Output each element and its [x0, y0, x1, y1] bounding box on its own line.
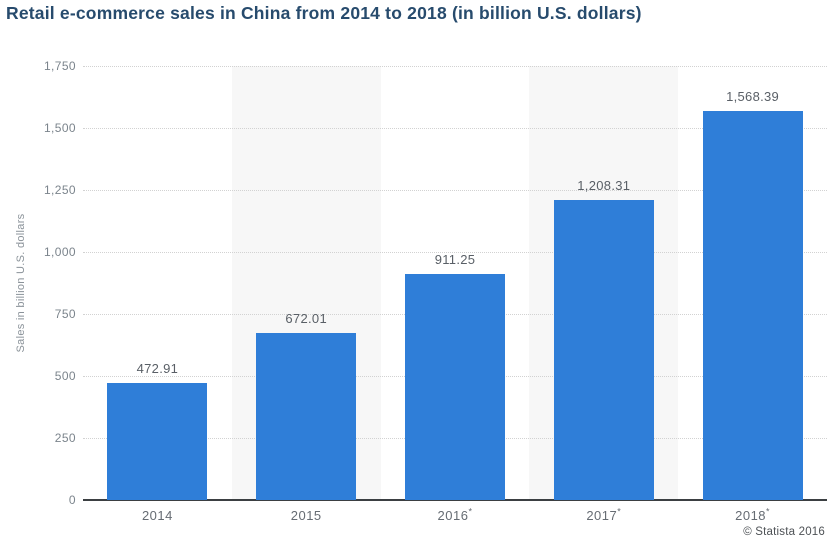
bar	[553, 200, 654, 500]
x-axis-label: 2015	[290, 508, 322, 523]
y-tick-label: 1,250	[43, 183, 76, 197]
x-axis-label: 2014	[141, 508, 173, 523]
bar-value-label: 1,208.31	[577, 178, 631, 193]
y-tick-label: 1,000	[43, 245, 76, 259]
bar-value-label: 472.91	[136, 361, 179, 376]
grid-line	[83, 66, 827, 67]
footnote-marker: *	[617, 506, 622, 517]
y-tick-label: 1,500	[43, 121, 76, 135]
grid-line	[83, 252, 827, 253]
bar	[702, 111, 803, 500]
footnote-marker: *	[468, 506, 473, 517]
y-axis-title: Sales in billion U.S. dollars	[15, 213, 27, 353]
x-axis-label: 2018*	[735, 506, 771, 523]
x-axis-label: 2017*	[586, 506, 622, 523]
footnote-marker: *	[766, 506, 771, 517]
x-axis-line	[83, 499, 827, 501]
bar	[405, 274, 505, 500]
y-tick-label: 250	[54, 431, 76, 445]
x-axis-label: 2016*	[437, 506, 473, 523]
bar-value-label: 672.01	[285, 311, 327, 326]
y-tick-label: 1,750	[43, 59, 76, 73]
bar	[107, 383, 208, 500]
bar	[256, 333, 357, 500]
grid-line	[83, 128, 827, 129]
y-tick-label: 750	[54, 307, 76, 321]
grid-line	[83, 190, 827, 191]
statista-credit: © Statista 2016	[743, 526, 825, 538]
bar-value-label: 1,568.39	[726, 89, 780, 104]
y-tick-label: 500	[54, 369, 76, 383]
chart-title: Retail e-commerce sales in China from 20…	[6, 3, 642, 23]
y-tick-label: 0	[68, 493, 76, 507]
bar-value-label: 911.25	[434, 252, 476, 267]
